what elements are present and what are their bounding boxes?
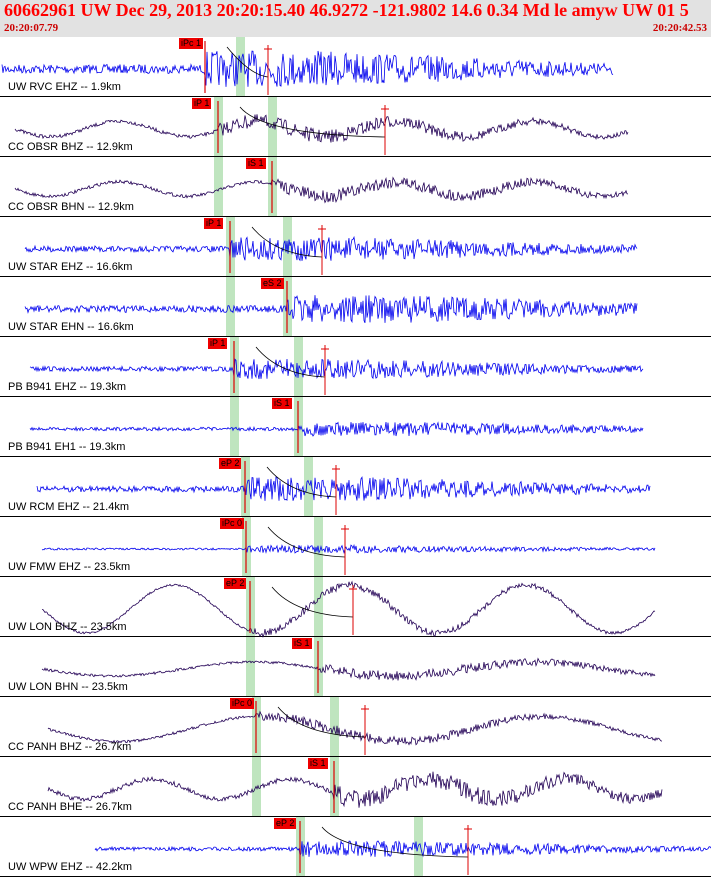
waveform-trace	[24, 295, 638, 324]
end-time: 20:20:42.53	[652, 22, 707, 34]
station-label: UW RCM EHZ -- 21.4km	[8, 501, 129, 513]
waveform-trace	[24, 235, 638, 262]
event-header: 60662961 UW Dec 29, 2013 20:20:15.40 46.…	[0, 0, 711, 37]
station-label: UW FMW EHZ -- 23.5km	[8, 561, 131, 573]
waveform-trace	[41, 657, 656, 681]
pick-window-band	[314, 577, 323, 637]
waveform-trace	[41, 580, 656, 638]
travel-time-curve	[271, 586, 354, 618]
station-label: UW RVC EHZ -- 1.9km	[8, 81, 121, 93]
waveform-trace	[14, 176, 629, 204]
seismogram-panel: iPc 1 UW RVC EHZ -- 1.9km iP 1 CC OBSR BHZ …	[0, 37, 711, 883]
pick-label[interactable]: iS 1	[246, 158, 266, 169]
travel-time-curve	[266, 466, 337, 498]
pick-label[interactable]: iS 1	[272, 398, 292, 409]
trace-canvas	[0, 37, 711, 877]
pick-window-band	[414, 817, 423, 877]
waveform-trace	[47, 771, 663, 808]
pick-label[interactable]: eS 2	[261, 278, 284, 289]
pick-label[interactable]: iS 1	[292, 638, 312, 649]
waveform-trace	[41, 543, 656, 555]
travel-time-curve	[267, 526, 346, 558]
waveform-trace	[1, 50, 614, 87]
travel-time-curve	[277, 706, 366, 738]
station-label: UW LON BHN -- 23.5km	[8, 681, 128, 693]
pick-label[interactable]: eP 2	[224, 578, 247, 589]
pick-label[interactable]: iS 1	[308, 758, 328, 769]
pick-window-band	[246, 637, 255, 697]
pick-window-band	[230, 397, 239, 457]
station-label: UW WPW EHZ -- 42.2km	[8, 861, 133, 873]
travel-time-curve	[251, 226, 323, 258]
pick-label[interactable]: iP 1	[204, 218, 224, 229]
pick-label[interactable]: iPc 0	[220, 518, 245, 529]
station-label: CC PANH BHE -- 26.7km	[8, 801, 132, 813]
waveform-trace	[94, 840, 711, 858]
station-label: PB B941 EHZ -- 19.3km	[8, 381, 126, 393]
station-label: UW STAR EHN -- 16.6km	[8, 321, 134, 333]
start-time: 20:20:07.79	[4, 22, 59, 34]
station-label: UW LON BHZ -- 23.5km	[8, 621, 127, 633]
travel-time-curve	[321, 826, 469, 858]
station-label: UW STAR EHZ -- 16.6km	[8, 261, 133, 273]
pick-window-band	[226, 277, 235, 337]
pick-window-band	[304, 457, 313, 517]
travel-time-curve	[226, 46, 269, 78]
event-title: 60662961 UW Dec 29, 2013 20:20:15.40 46.…	[4, 0, 689, 20]
waveform-trace	[36, 476, 651, 501]
pick-window-band	[214, 157, 223, 217]
pick-label[interactable]: iPc 1	[179, 38, 204, 49]
station-label: CC OBSR BHN -- 12.9km	[8, 201, 134, 213]
waveform-trace	[29, 421, 644, 437]
pick-label[interactable]: eP 2	[219, 458, 242, 469]
waveform-trace	[47, 710, 663, 746]
pick-window-band	[330, 697, 339, 757]
waveform-trace	[29, 358, 644, 380]
station-label: CC PANH BHZ -- 26.7km	[8, 741, 132, 753]
pick-label[interactable]: eP 2	[274, 818, 297, 829]
travel-time-curve	[255, 346, 326, 378]
pick-label[interactable]: iPc 0	[230, 698, 255, 709]
pick-label[interactable]: iP 1	[208, 338, 228, 349]
waveform-trace	[14, 114, 629, 143]
travel-time-curve	[239, 106, 386, 138]
station-label: PB B941 EH1 -- 19.3km	[8, 441, 126, 453]
station-label: CC OBSR BHZ -- 12.9km	[8, 141, 133, 153]
pick-label[interactable]: iP 1	[192, 98, 212, 109]
